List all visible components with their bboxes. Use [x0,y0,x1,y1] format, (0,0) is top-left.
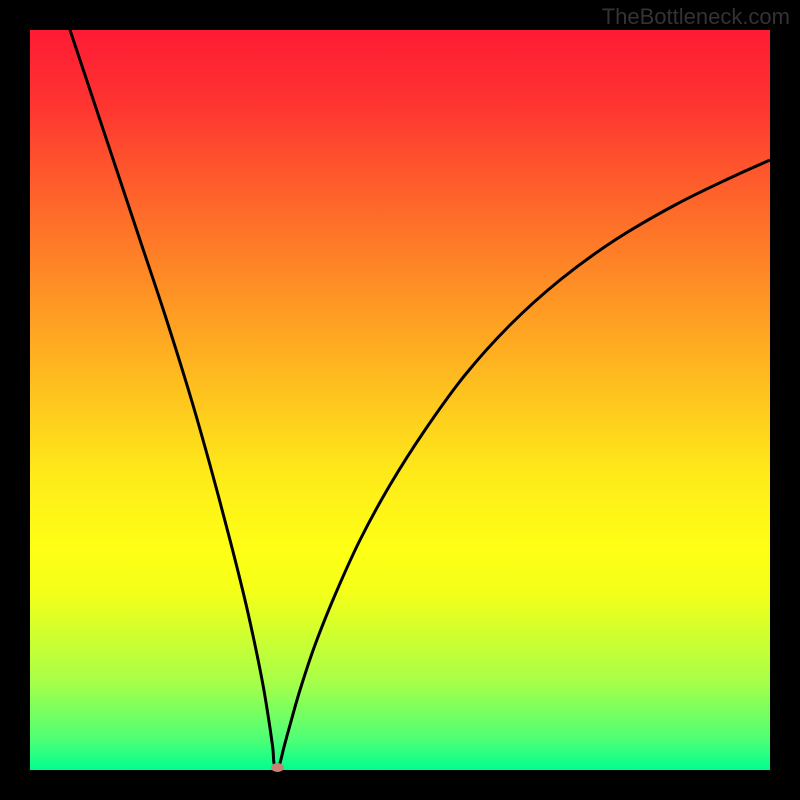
bottleneck-curve [30,30,770,770]
watermark-text: TheBottleneck.com [602,4,790,30]
optimal-point-marker [271,763,284,772]
chart-container [30,30,770,770]
